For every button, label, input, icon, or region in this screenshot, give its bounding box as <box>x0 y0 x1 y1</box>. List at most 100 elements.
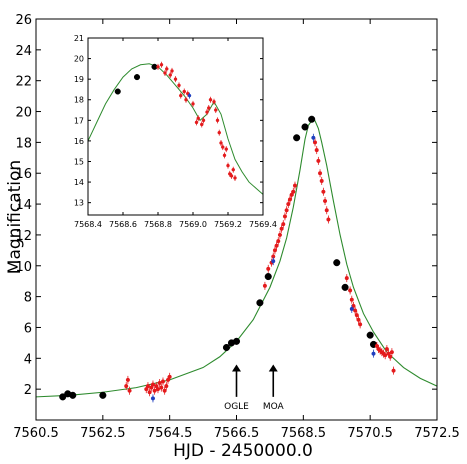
inset-point-s1-26 <box>222 153 227 158</box>
main-point-s1-35 <box>312 140 318 145</box>
main-y-tick-label-6: 14 <box>15 198 32 213</box>
main-point-s0-11 <box>308 115 316 123</box>
inset-point-s1-23 <box>217 130 221 135</box>
main-point-s1-33 <box>291 189 296 194</box>
inset-point-s1-16 <box>201 118 206 123</box>
inset-point-s1-30 <box>229 174 234 178</box>
main-point-s1-8 <box>152 388 157 393</box>
main-point-s0-8 <box>264 273 272 281</box>
inset-point-s0-1 <box>133 74 141 81</box>
main-point-s2-0 <box>150 396 156 401</box>
main-y-tick-label-0: 2 <box>24 383 32 398</box>
main-model-curve <box>36 118 437 398</box>
inset-point-s1-22 <box>215 118 220 123</box>
main-point-s1-5 <box>147 390 152 395</box>
annotation-label-1: MOA <box>263 402 285 412</box>
main-point-s1-12 <box>159 385 164 390</box>
main-point-s1-18 <box>262 283 267 288</box>
main-point-s1-31 <box>287 197 293 202</box>
inset-point-s1-15 <box>200 122 204 127</box>
inset-point-s1-6 <box>173 77 178 81</box>
inset-plot-frame <box>87 37 264 216</box>
main-y-tick-label-12: 26 <box>15 13 32 28</box>
inset-point-s1-32 <box>233 176 237 180</box>
main-point-s1-4 <box>145 384 150 389</box>
inset-point-s1-20 <box>212 100 216 104</box>
inset-point-s1-24 <box>219 141 223 145</box>
main-point-s1-49 <box>354 313 359 318</box>
main-point-s1-51 <box>358 322 363 327</box>
main-point-s1-15 <box>164 384 169 389</box>
inset-x-tick-label-2: 7568.8 <box>144 220 172 229</box>
main-point-s1-43 <box>326 217 331 222</box>
inset-point-s1-4 <box>168 73 172 77</box>
inset-x-tick-label-3: 7569.0 <box>179 220 207 229</box>
inset-x-tick-label-1: 7568.6 <box>109 220 137 229</box>
main-point-s2-4 <box>371 351 376 356</box>
main-y-tick-label-10: 22 <box>15 75 32 90</box>
main-point-s1-42 <box>324 208 329 213</box>
main-point-s1-28 <box>282 214 288 219</box>
x-axis-label: HJD - 2450000.0 <box>173 441 313 461</box>
main-point-s1-61 <box>389 350 394 355</box>
inset-y-tick-label-8: 21 <box>74 34 84 43</box>
inset-point-s1-9 <box>182 89 186 94</box>
annotation-label-0: OGLE <box>224 402 249 412</box>
main-point-s2-2 <box>311 135 316 140</box>
inset-y-tick-label-6: 19 <box>74 75 84 84</box>
main-point-s1-45 <box>348 288 353 293</box>
inset-point-s0-0 <box>114 88 121 95</box>
inset-point-s1-21 <box>214 108 218 112</box>
main-y-tick-label-9: 20 <box>15 106 32 121</box>
main-point-s1-34 <box>292 183 298 188</box>
inset-y-tick-label-2: 15 <box>74 157 84 166</box>
main-point-s1-37 <box>316 158 321 163</box>
main-point-s0-2 <box>69 391 77 399</box>
main-x-tick-label-6: 7572.5 <box>414 426 460 441</box>
main-point-s0-4 <box>222 343 231 352</box>
main-y-tick-label-1: 4 <box>24 352 32 367</box>
main-y-tick-label-3: 8 <box>24 291 32 306</box>
main-point-s1-23 <box>274 243 279 248</box>
inset-plot-area <box>88 38 263 215</box>
inset-point-s1-5 <box>170 69 174 73</box>
main-point-s1-2 <box>127 388 132 393</box>
main-point-s1-46 <box>349 297 354 302</box>
inset-point-s1-27 <box>224 147 228 151</box>
main-point-s1-57 <box>383 353 388 358</box>
main-point-s1-38 <box>317 171 323 176</box>
main-point-s1-41 <box>323 198 328 204</box>
inset-y-tick-label-3: 16 <box>74 137 84 146</box>
main-point-s1-14 <box>162 388 167 393</box>
main-point-s1-58 <box>384 347 389 352</box>
main-point-s1-22 <box>272 248 277 253</box>
main-point-s1-0 <box>124 384 129 389</box>
inset-y-tick-label-7: 20 <box>74 55 84 64</box>
main-point-s0-13 <box>341 283 349 291</box>
annotation-arrowhead-1 <box>268 364 278 372</box>
inset-model-curve <box>88 63 263 195</box>
main-point-s1-1 <box>125 377 130 382</box>
inset-point-s1-3 <box>165 67 169 71</box>
inset-y-tick-label-4: 17 <box>74 116 84 125</box>
main-x-tick-label-0: 7560.5 <box>13 426 59 441</box>
main-point-s2-3 <box>349 306 354 312</box>
main-point-s1-62 <box>391 368 396 373</box>
inset-x-tick-label-0: 7568.4 <box>74 220 102 229</box>
main-y-tick-label-8: 18 <box>15 136 32 151</box>
main-x-tick-label-2: 7564.5 <box>147 426 193 441</box>
main-point-s1-19 <box>266 266 271 271</box>
inset-point-s1-19 <box>208 97 213 102</box>
main-y-tick-label-4: 10 <box>15 260 32 275</box>
inset-point-s1-8 <box>179 93 183 98</box>
y-axis-label: Magnification <box>5 160 25 274</box>
inset-plot: 7568.4 7568.6 7568.8 7569.0 7569.2 7569.4 13 14… <box>74 34 277 229</box>
main-point-s1-29 <box>284 208 289 213</box>
main-point-s1-30 <box>286 202 291 207</box>
main-point-s1-17 <box>167 374 172 379</box>
inset-point-s1-2 <box>163 71 167 75</box>
main-point-s0-7 <box>256 299 264 307</box>
main-point-s0-10 <box>301 123 309 131</box>
main-point-s1-13 <box>160 379 166 384</box>
